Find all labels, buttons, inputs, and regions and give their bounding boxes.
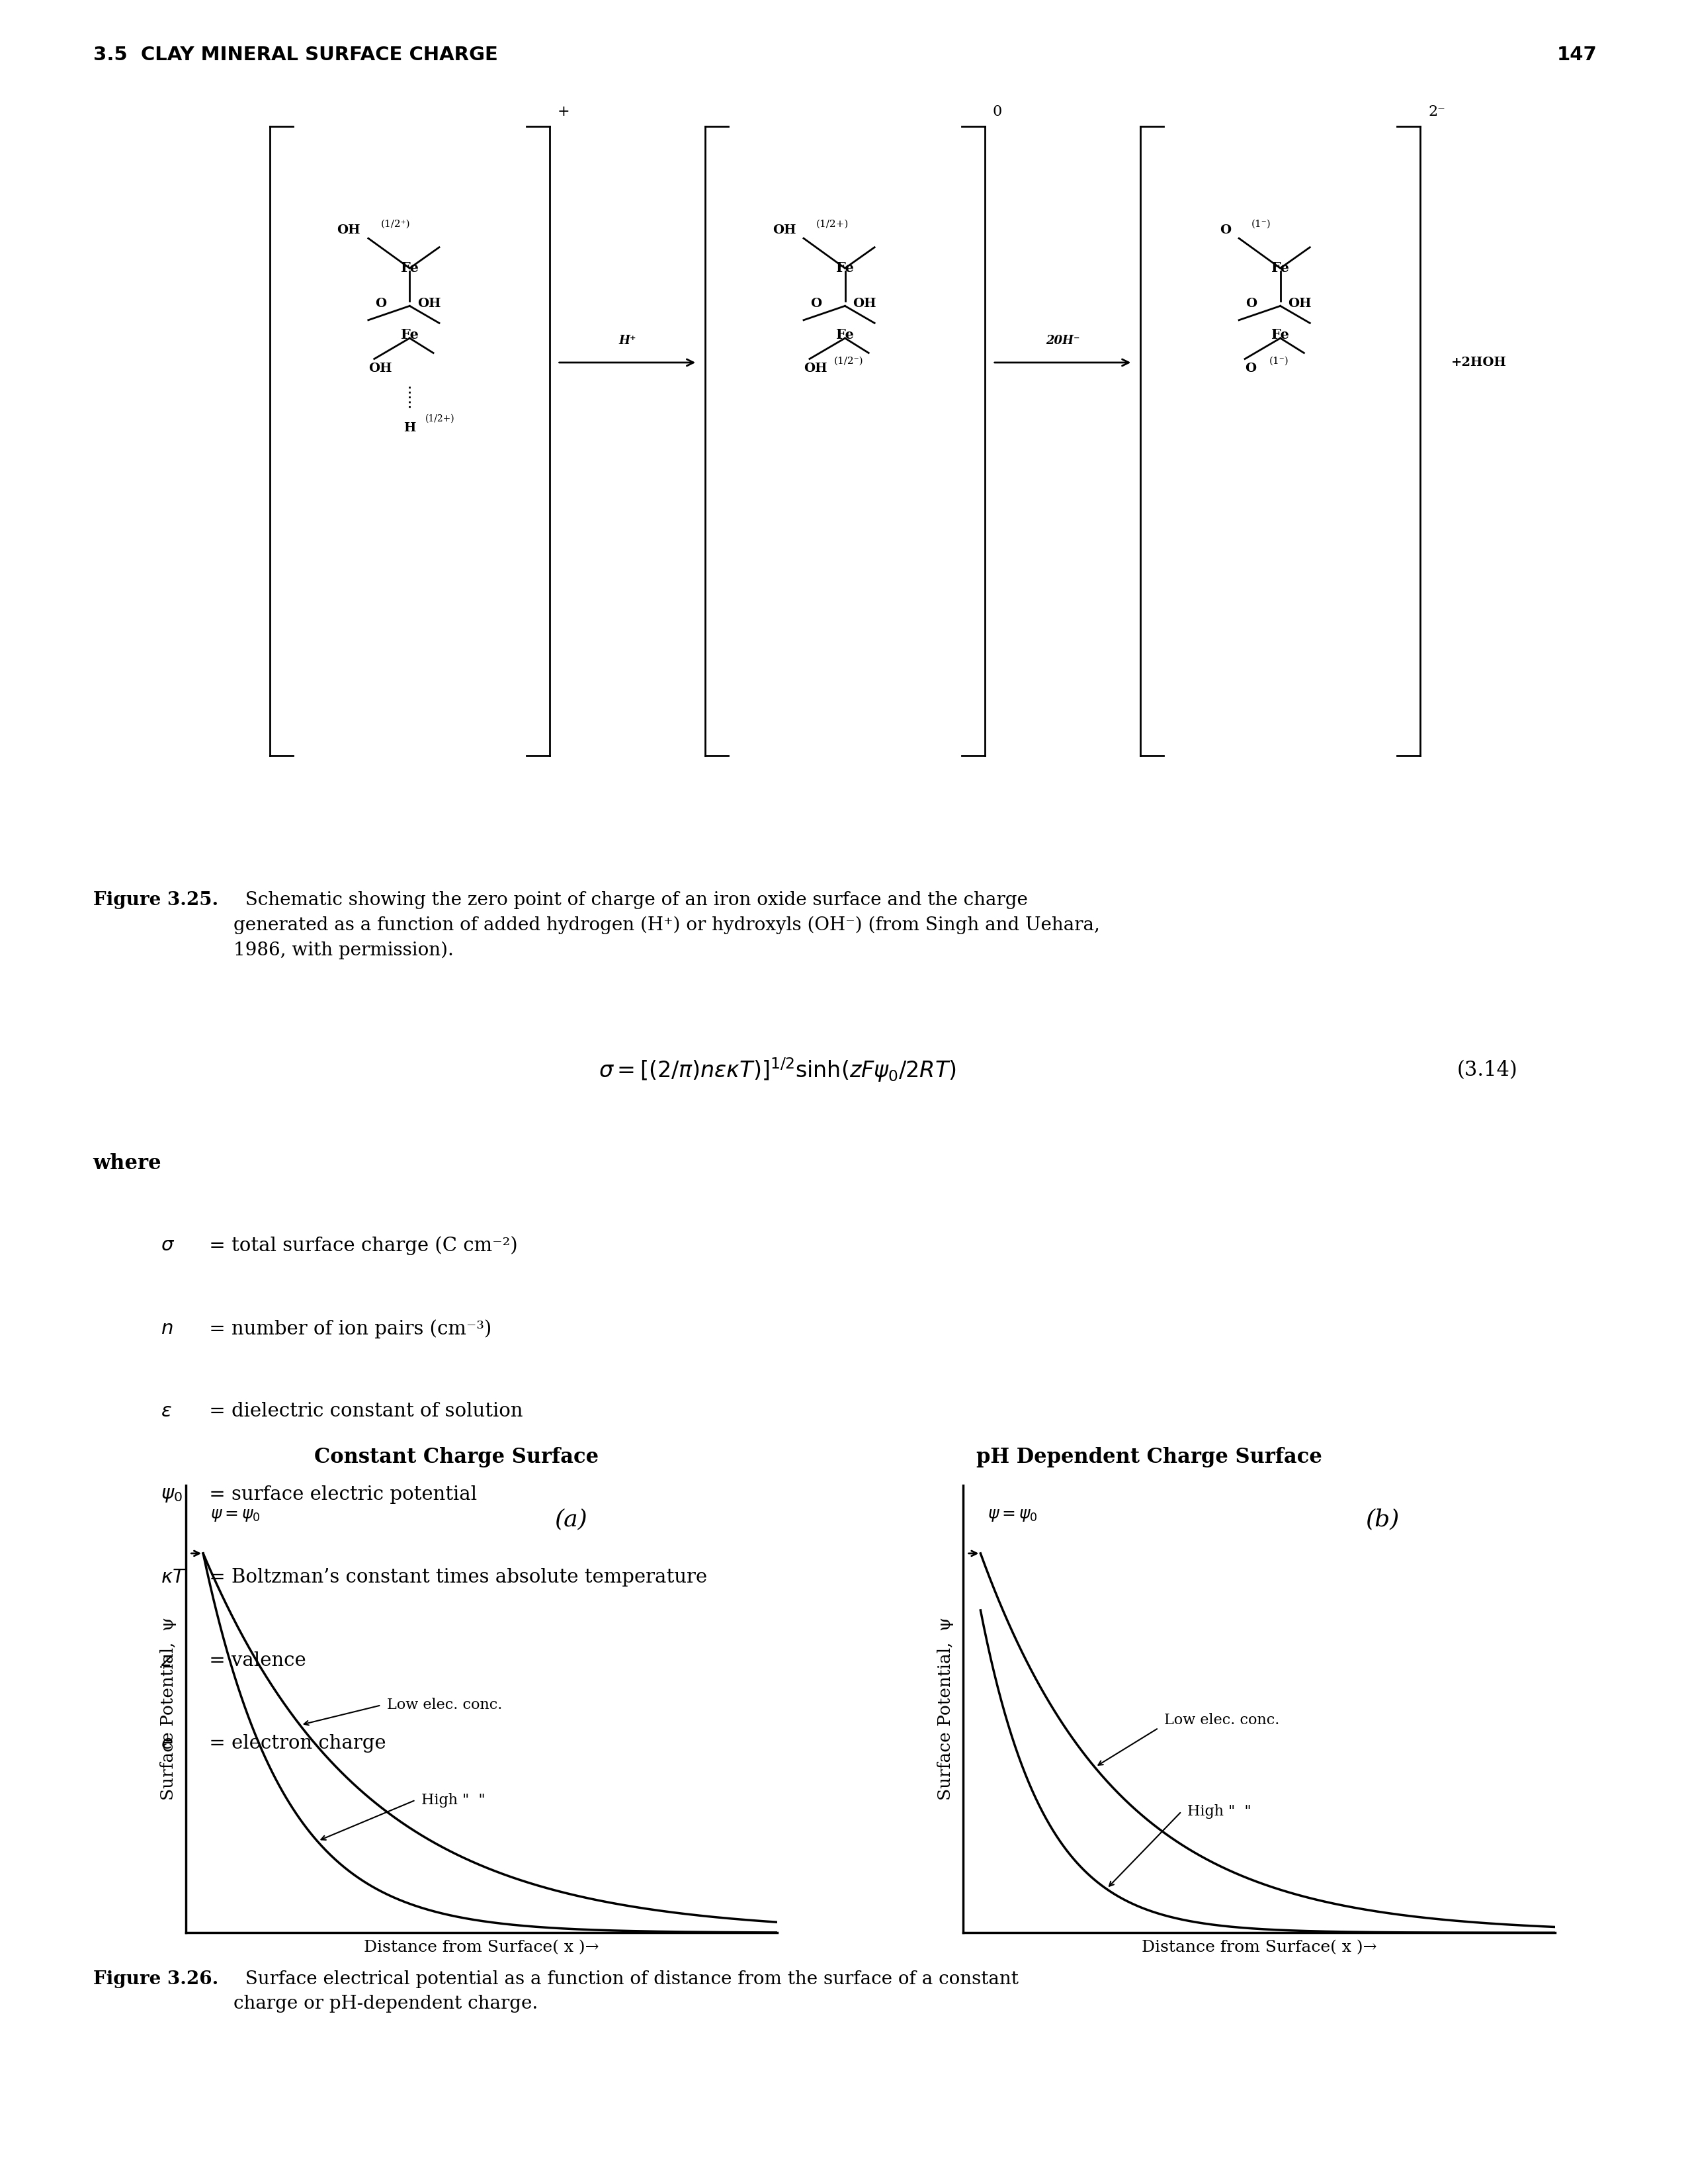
Text: (a): (a) [554, 1507, 586, 1531]
Text: 2⁻: 2⁻ [1428, 105, 1445, 118]
Text: O: O [810, 297, 821, 310]
Text: $e$: $e$ [161, 1734, 172, 1752]
Text: (b): (b) [1366, 1507, 1399, 1531]
Text: = dielectric constant of solution: = dielectric constant of solution [203, 1402, 522, 1420]
Y-axis label: Surface Potential,  ψ: Surface Potential, ψ [161, 1618, 177, 1800]
Text: OH: OH [853, 297, 875, 310]
Text: (1/2+): (1/2+) [426, 415, 455, 424]
Text: $z$: $z$ [161, 1651, 172, 1669]
Text: $\sigma$: $\sigma$ [161, 1236, 174, 1254]
Text: +2HOH: +2HOH [1452, 356, 1507, 369]
Text: OH: OH [804, 363, 826, 376]
Text: High "  ": High " " [421, 1793, 485, 1808]
Text: $n$: $n$ [161, 1319, 172, 1337]
Text: O: O [1220, 225, 1232, 236]
Text: OH: OH [417, 297, 441, 310]
Text: = total surface charge (C cm⁻²): = total surface charge (C cm⁻²) [203, 1236, 517, 1256]
Text: O: O [1246, 363, 1256, 376]
Text: Low elec. conc.: Low elec. conc. [387, 1697, 502, 1712]
Text: Fe: Fe [837, 328, 853, 341]
Text: (1⁻): (1⁻) [1269, 356, 1289, 367]
Text: $\psi_0$: $\psi_0$ [161, 1485, 183, 1503]
Text: High "  ": High " " [1188, 1804, 1251, 1819]
X-axis label: Distance from Surface( x )→: Distance from Surface( x )→ [363, 1939, 600, 1955]
Text: $\psi = \psi_0$: $\psi = \psi_0$ [210, 1507, 260, 1522]
Text: H: H [404, 422, 416, 435]
Text: $\kappa T$: $\kappa T$ [161, 1568, 186, 1586]
Text: 20H⁻: 20H⁻ [1046, 334, 1080, 347]
Text: $\sigma = [(2/\pi)n\varepsilon\kappa T)]^{1/2}\mathrm{sinh}(zF\psi_0/2RT)$: $\sigma = [(2/\pi)n\varepsilon\kappa T)]… [598, 1057, 957, 1083]
Text: = valence: = valence [203, 1651, 306, 1669]
Text: Fe: Fe [1271, 328, 1289, 341]
Text: OH: OH [772, 225, 796, 236]
Text: pH Dependent Charge Surface: pH Dependent Charge Surface [977, 1448, 1322, 1468]
Text: Fe: Fe [401, 262, 419, 275]
X-axis label: Distance from Surface( x )→: Distance from Surface( x )→ [1141, 1939, 1377, 1955]
Text: = Boltzman’s constant times absolute temperature: = Boltzman’s constant times absolute tem… [203, 1568, 706, 1586]
Text: OH: OH [368, 363, 392, 376]
Text: = number of ion pairs (cm⁻³): = number of ion pairs (cm⁻³) [203, 1319, 492, 1339]
Text: Schematic showing the zero point of charge of an iron oxide surface and the char: Schematic showing the zero point of char… [233, 891, 1100, 959]
Text: 147: 147 [1556, 46, 1597, 63]
Text: O: O [375, 297, 387, 310]
Text: $\varepsilon$: $\varepsilon$ [161, 1402, 172, 1420]
Text: Surface electrical potential as a function of distance from the surface of a con: Surface electrical potential as a functi… [233, 1970, 1019, 2014]
Text: (1⁻): (1⁻) [1251, 221, 1271, 229]
Y-axis label: Surface Potential,  ψ: Surface Potential, ψ [938, 1618, 955, 1800]
Text: 3.5  CLAY MINERAL SURFACE CHARGE: 3.5 CLAY MINERAL SURFACE CHARGE [93, 46, 497, 63]
Text: Figure 3.25.: Figure 3.25. [93, 891, 218, 909]
Text: O: O [1246, 297, 1257, 310]
Text: +: + [558, 105, 570, 118]
Text: 0: 0 [992, 105, 1002, 118]
Text: Constant Charge Surface: Constant Charge Surface [314, 1448, 598, 1468]
Text: Fe: Fe [401, 328, 419, 341]
Text: H⁺: H⁺ [619, 334, 635, 347]
Text: where: where [93, 1153, 162, 1173]
Text: OH: OH [336, 225, 360, 236]
Text: = electron charge: = electron charge [203, 1734, 385, 1752]
Text: $\psi = \psi_0$: $\psi = \psi_0$ [987, 1507, 1038, 1522]
Text: (3.14): (3.14) [1457, 1059, 1518, 1081]
Text: Fe: Fe [837, 262, 853, 275]
Text: (1/2⁺): (1/2⁺) [380, 221, 411, 229]
Text: (1/2⁻): (1/2⁻) [835, 356, 864, 367]
Text: (1/2+): (1/2+) [816, 221, 848, 229]
Text: Figure 3.26.: Figure 3.26. [93, 1970, 218, 1987]
Text: = surface electric potential: = surface electric potential [203, 1485, 477, 1503]
Text: Fe: Fe [1271, 262, 1289, 275]
Text: OH: OH [1288, 297, 1311, 310]
Text: Low elec. conc.: Low elec. conc. [1164, 1712, 1279, 1728]
